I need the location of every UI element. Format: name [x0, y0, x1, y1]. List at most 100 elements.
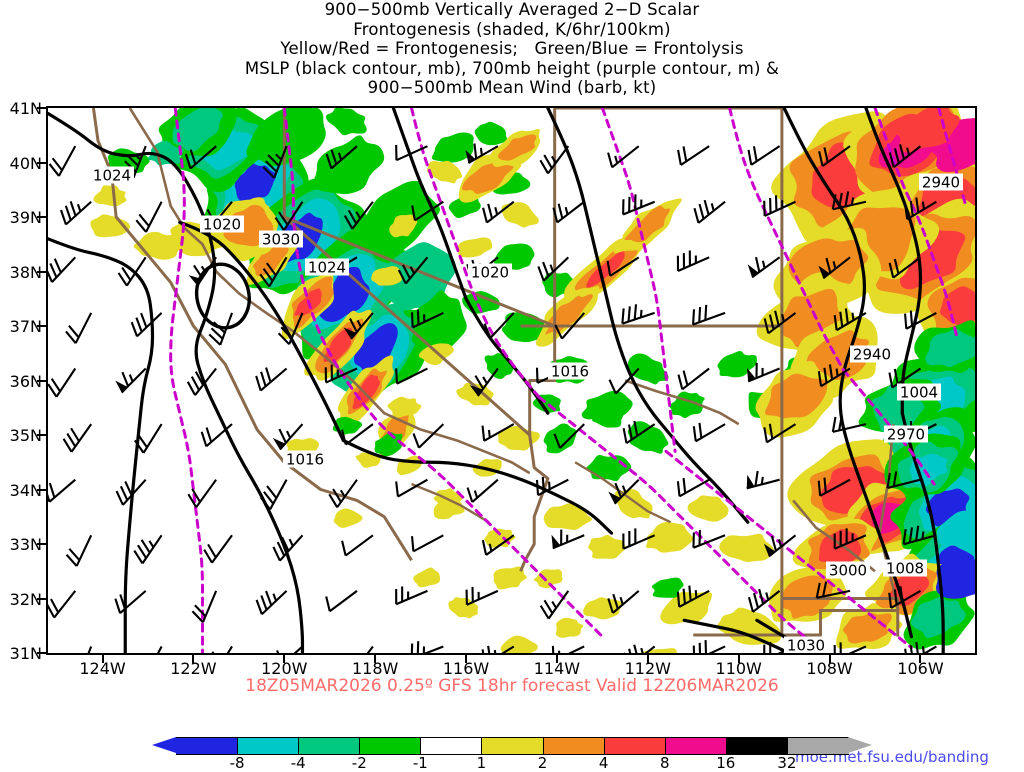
- wind-barb: [407, 633, 444, 653]
- wind-barb: [111, 580, 146, 613]
- wind-barb: [337, 524, 373, 556]
- lat-tick: [37, 434, 46, 436]
- colorbar-cell[interactable]: [665, 737, 727, 755]
- shading-contour: [553, 615, 585, 640]
- lat-tick-label: 35N: [0, 426, 42, 445]
- lat-tick: [37, 216, 46, 218]
- contour-label: 1030: [787, 637, 825, 654]
- wind-barb: [673, 134, 709, 164]
- forecast-valid-text: 18Z05MAR2026 0.25º GFS 18hr forecast Val…: [0, 676, 1024, 696]
- colorbar-right-arrow-icon: [848, 737, 872, 753]
- wind-barb: [201, 527, 232, 563]
- state-border: [521, 435, 548, 571]
- colorbar-tick-label: 16: [704, 754, 748, 772]
- contour-label: 3030: [262, 231, 300, 249]
- lon-tick: [556, 654, 558, 663]
- lat-tick: [37, 162, 46, 164]
- lat-tick-label: 34N: [0, 481, 42, 500]
- lon-tick: [919, 654, 921, 663]
- wind-barb: [744, 246, 780, 277]
- contour-label: 2940: [853, 346, 891, 364]
- shading-contour: [445, 592, 482, 623]
- colorbar-cell[interactable]: [543, 737, 605, 755]
- wind-barb: [48, 582, 75, 617]
- lon-tick: [192, 654, 194, 663]
- lon-tick: [374, 654, 376, 663]
- lat-tick-label: 41N: [0, 99, 42, 118]
- wind-barb: [185, 471, 216, 507]
- wind-barb: [48, 361, 75, 397]
- lat-tick-label: 37N: [0, 317, 42, 336]
- lon-tick: [283, 654, 285, 663]
- wind-barb: [689, 412, 725, 441]
- colorbar-cell[interactable]: [726, 737, 788, 755]
- lon-tick: [102, 654, 104, 663]
- wind-barb: [268, 636, 303, 653]
- height-contour: [171, 108, 203, 653]
- lat-tick-label: 31N: [0, 644, 42, 663]
- wind-barb: [127, 303, 161, 337]
- colorbar-cell[interactable]: [176, 737, 237, 755]
- wind-barb: [690, 191, 725, 223]
- wind-barb: [131, 527, 162, 563]
- colorbar-cell[interactable]: [481, 737, 543, 755]
- lat-tick: [37, 652, 46, 654]
- contour-label: 1016: [286, 451, 324, 469]
- contour-label: 1004: [900, 384, 938, 402]
- wind-barb: [60, 416, 91, 452]
- shading-contour: [666, 386, 709, 422]
- shading-contour: [586, 454, 632, 482]
- lat-tick: [37, 107, 46, 109]
- lon-tick: [829, 654, 831, 663]
- lat-tick: [37, 598, 46, 600]
- colorbar-tick-label: -8: [215, 754, 259, 772]
- wind-barb: [461, 578, 498, 605]
- contour-label: 1024: [93, 167, 131, 185]
- colorbar-cell[interactable]: [604, 737, 666, 755]
- contour-label: 1016: [551, 363, 589, 381]
- title-line-2: Frontogenesis (shaded, K/6hr/100km): [0, 20, 1024, 40]
- contour-label: 1020: [471, 264, 509, 282]
- wind-barb: [269, 526, 302, 561]
- lat-tick: [37, 489, 46, 491]
- shading-contour: [543, 502, 593, 531]
- wind-barb: [197, 414, 232, 447]
- shading-contour: [588, 535, 625, 559]
- contour-label: 1008: [886, 560, 924, 578]
- mslp-contour: [125, 430, 139, 653]
- wind-barb: [48, 139, 75, 176]
- colorbar-tick-label: -4: [276, 754, 320, 772]
- wind-barb: [252, 581, 286, 615]
- colorbar-cell[interactable]: [359, 737, 421, 755]
- colorbar-cell[interactable]: [237, 737, 299, 755]
- colorbar-tick-label: -2: [337, 754, 381, 772]
- chart-title-block: 900−500mb Vertically Averaged 2−D Scalar…: [0, 0, 1024, 98]
- wind-barb: [252, 358, 287, 391]
- lat-tick: [37, 271, 46, 273]
- shading-contour: [331, 505, 363, 530]
- colorbar-cell[interactable]: [420, 737, 482, 755]
- lat-tick-label: 40N: [0, 154, 42, 173]
- title-line-3: Yellow/Red = Frontogenesis; Green/Blue =…: [0, 39, 1024, 59]
- title-line-5: 900−500mb Mean Wind (barb, kt): [0, 78, 1024, 98]
- lat-tick-label: 39N: [0, 208, 42, 227]
- lon-tick: [738, 654, 740, 663]
- shading-contour: [499, 632, 539, 653]
- colorbar-cell[interactable]: [787, 737, 849, 755]
- lon-tick: [647, 654, 649, 663]
- colorbar-cell[interactable]: [298, 737, 360, 755]
- wind-barb: [744, 134, 780, 164]
- wind-barb: [258, 473, 287, 510]
- wind-barb: [202, 639, 232, 653]
- wind-barb: [688, 300, 725, 325]
- colorbar-tick-label: 32: [765, 754, 809, 772]
- lat-tick-label: 33N: [0, 535, 42, 554]
- wind-barb: [134, 195, 162, 232]
- contour-label: 2970: [887, 426, 925, 444]
- wind-barb: [184, 360, 216, 395]
- colorbar-tick-label: 4: [582, 754, 626, 772]
- shading-contour: [93, 185, 126, 206]
